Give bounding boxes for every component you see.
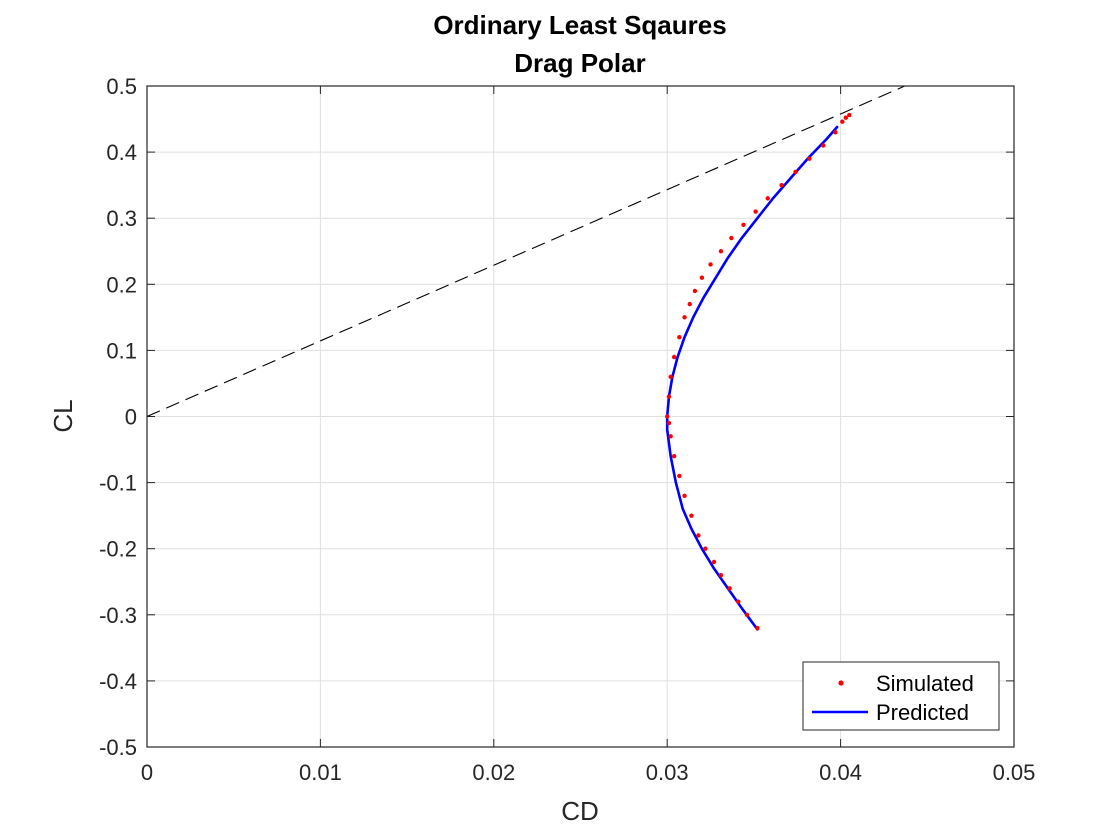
simulated-point [682, 493, 687, 499]
simulated-point [665, 414, 670, 419]
y-tick-label: 0.1 [106, 338, 137, 363]
simulated-point [840, 119, 845, 124]
tick-labels: 0 0.01 0.02 0.03 0.04 0.05 -0.5 -0.4 -0.3 -0.2 -0.… [99, 74, 1035, 785]
x-tick-label: 0.02 [472, 760, 515, 785]
simulated-point [682, 315, 687, 320]
simulated-point [668, 374, 673, 380]
tangent-dashed-line [147, 86, 905, 418]
simulated-point [668, 434, 673, 439]
x-tick-label: 0.03 [646, 760, 689, 785]
simulated-point [692, 288, 698, 294]
simulated-point [703, 546, 708, 551]
legend-box [802, 661, 1000, 731]
series-layer [147, 86, 905, 631]
y-tick-label: -0.1 [99, 471, 137, 496]
y-tick-label: 0 [125, 405, 137, 430]
simulated-point [765, 196, 770, 201]
simulated-point [755, 625, 760, 631]
chart-title-line-1: Ordinary Least Sqaures [433, 10, 726, 40]
simulated-point [833, 130, 838, 135]
simulated-point [729, 235, 734, 241]
x-axis-label: CD [561, 796, 599, 826]
legend: Simulated Predicted [802, 661, 1000, 731]
simulated-point [847, 112, 852, 118]
x-tick-label: 0.04 [819, 760, 862, 785]
x-tick-label: 0.05 [993, 760, 1036, 785]
simulated-point [711, 559, 717, 565]
simulated-point [793, 169, 798, 175]
y-tick-label: 0.3 [106, 206, 137, 231]
simulated-point [677, 473, 682, 479]
simulated-point [753, 209, 758, 214]
y-tick-label: 0.4 [106, 140, 137, 165]
y-tick-label: -0.2 [99, 537, 137, 562]
grid [147, 86, 1014, 747]
y-axis-label: CL [48, 399, 78, 432]
simulated-point [807, 156, 812, 161]
simulated-point [843, 115, 849, 120]
y-tick-label: 0.5 [106, 74, 137, 99]
predicted-line [665, 125, 839, 631]
simulated-point [821, 143, 826, 148]
simulated-point [779, 182, 784, 188]
y-tick-label: -0.5 [99, 735, 137, 760]
chart-title-line-2: Drag Polar [514, 48, 646, 78]
simulated-point [696, 533, 701, 538]
y-tick-label: 0.2 [106, 272, 137, 297]
plot-frame [146, 85, 1015, 748]
simulated-point [666, 420, 672, 426]
x-tick-label: 0.01 [299, 760, 342, 785]
simulated-point [699, 275, 705, 280]
simulated-point [741, 222, 746, 228]
simulated-point [718, 572, 724, 578]
simulated-point [736, 599, 741, 604]
y-tick-label: -0.4 [99, 669, 137, 694]
simulated-point [718, 249, 724, 254]
simulated-point [727, 586, 732, 591]
simulated-point [671, 354, 677, 360]
x-tick-label: 0 [141, 760, 153, 785]
y-tick-label: -0.3 [99, 603, 137, 628]
simulated-point [744, 612, 750, 617]
legend-predicted-label: Predicted [876, 700, 969, 725]
simulated-point [671, 453, 677, 459]
simulated-point [708, 262, 713, 267]
simulated-point [666, 394, 672, 399]
legend-simulated-marker [838, 680, 844, 686]
legend-simulated-label: Simulated [876, 671, 974, 696]
simulated-point [689, 513, 694, 518]
simulated-point [677, 334, 682, 340]
simulated-point [687, 301, 692, 307]
